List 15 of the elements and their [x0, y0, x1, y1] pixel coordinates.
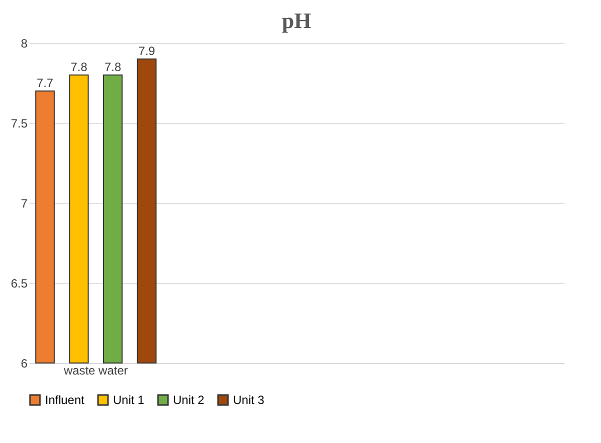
data-label: 7.8: [104, 60, 122, 74]
legend-label: Unit 1: [113, 393, 145, 407]
legend-label: Unit 3: [233, 393, 265, 407]
chart-title: pH: [282, 8, 312, 33]
y-tick-label: 6: [20, 356, 28, 370]
y-tick-label: 6.5: [10, 276, 28, 290]
y-tick-label: 8: [20, 36, 28, 50]
data-label: 7.8: [70, 60, 88, 74]
x-tick-label: waste water: [62, 364, 128, 378]
data-label: 7.9: [138, 44, 156, 58]
legend-label: Influent: [45, 393, 86, 407]
y-tick-label: 7.5: [10, 116, 28, 130]
legend-label: Unit 2: [173, 393, 205, 407]
data-label: 7.7: [36, 76, 54, 90]
y-tick-label: 7: [20, 196, 28, 210]
